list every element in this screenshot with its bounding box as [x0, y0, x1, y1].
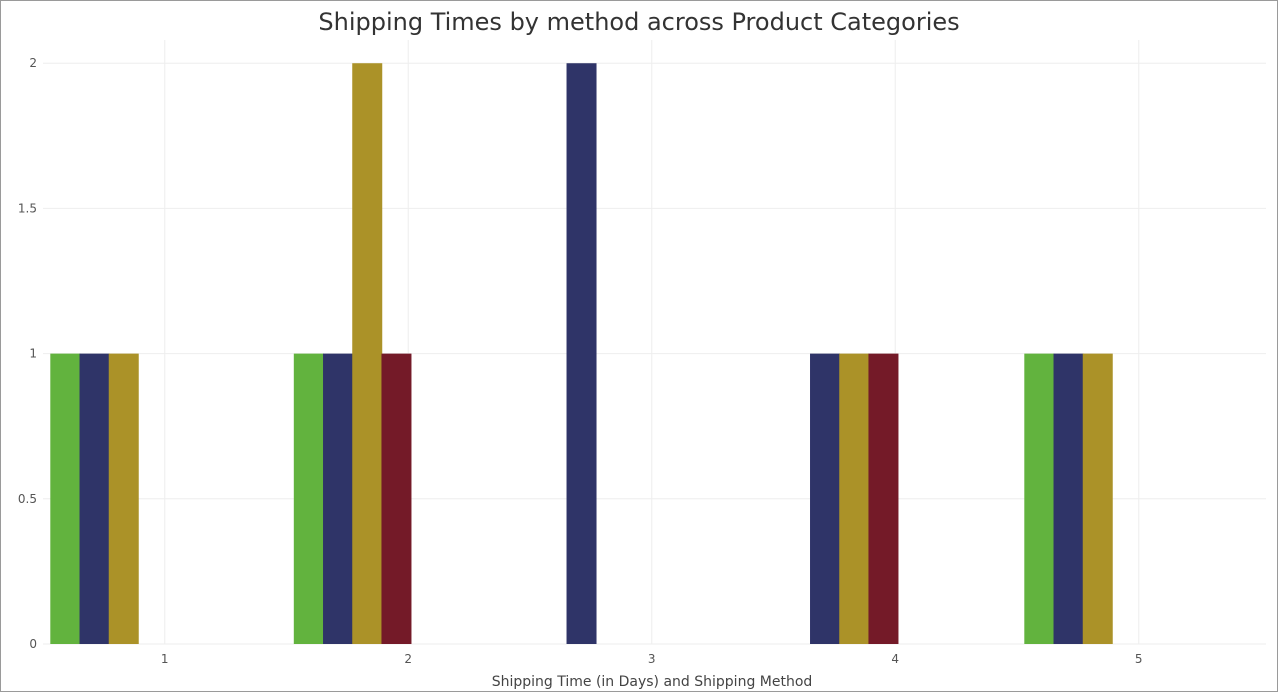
chart-title: Shipping Times by method across Product … [318, 8, 960, 36]
tick-labels: 0 0.5 1 1.5 2 1 2 3 4 5 [18, 56, 1143, 666]
y-tick-label: 1.5 [18, 201, 37, 215]
bar-navy[interactable] [810, 353, 841, 644]
x-tick-label: 2 [404, 652, 412, 666]
x-tick-label: 3 [648, 652, 656, 666]
bar-maroon[interactable] [868, 353, 899, 644]
bar-gold[interactable] [839, 353, 870, 644]
x-tick-label: 1 [161, 652, 169, 666]
bar-green[interactable] [50, 353, 81, 644]
y-tick-label: 0 [29, 637, 37, 651]
bar-navy[interactable] [1053, 353, 1084, 644]
x-tick-label: 5 [1135, 652, 1143, 666]
bar-navy[interactable] [79, 353, 110, 644]
bar-green[interactable] [1024, 353, 1055, 644]
bar-navy[interactable] [323, 353, 354, 644]
bar-gold[interactable] [108, 353, 139, 644]
bar-gold[interactable] [1082, 353, 1113, 644]
bars [50, 63, 1113, 644]
y-tick-label: 0.5 [18, 492, 37, 506]
x-tick-label: 4 [891, 652, 899, 666]
y-tick-label: 2 [29, 56, 37, 70]
bar-green[interactable] [293, 353, 324, 644]
bar-maroon[interactable] [381, 353, 412, 644]
bar-navy[interactable] [566, 63, 597, 644]
bar-gold[interactable] [352, 63, 383, 644]
y-tick-label: 1 [29, 347, 37, 361]
x-axis-title: Shipping Time (in Days) and Shipping Met… [492, 674, 813, 690]
